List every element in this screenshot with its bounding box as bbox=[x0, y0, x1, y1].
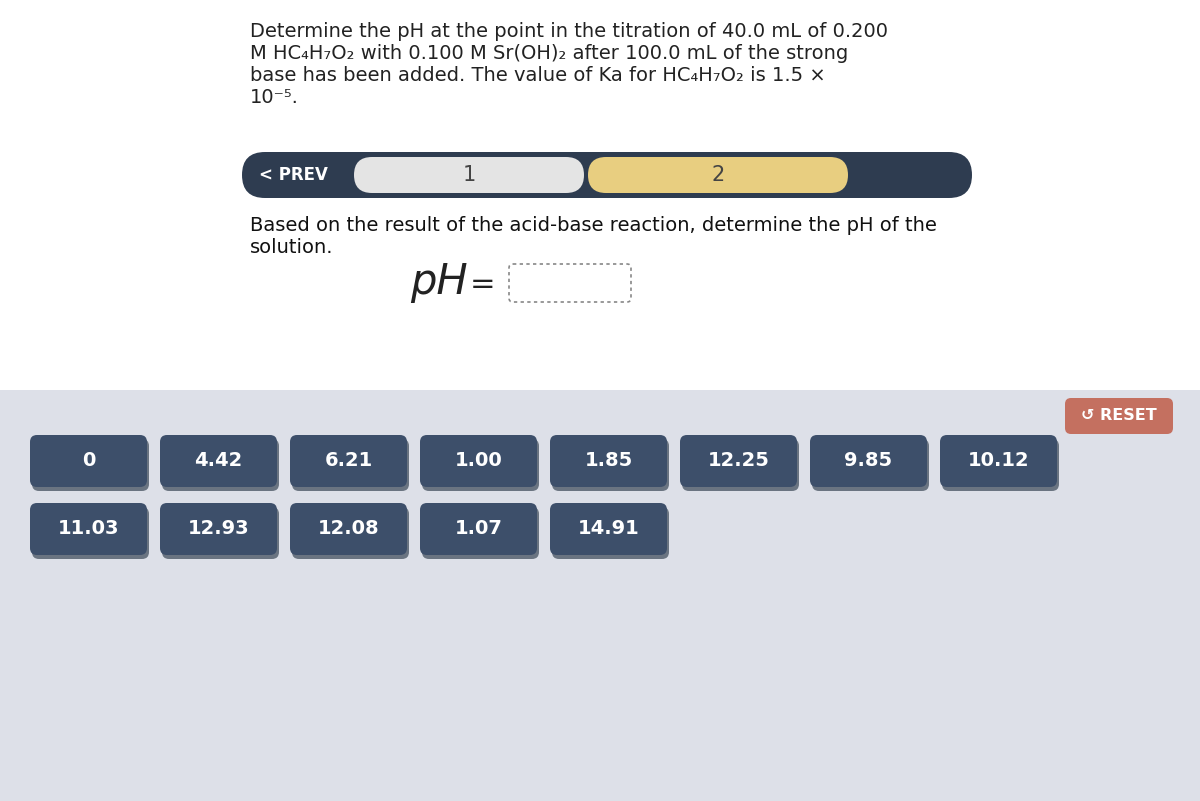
FancyBboxPatch shape bbox=[550, 435, 667, 487]
Text: base has been added. The value of Ka for HC₄H₇O₂ is 1.5 ×: base has been added. The value of Ka for… bbox=[250, 66, 826, 85]
Text: M HC₄H₇O₂ with 0.100 M Sr(OH)₂ after 100.0 mL of the strong: M HC₄H₇O₂ with 0.100 M Sr(OH)₂ after 100… bbox=[250, 44, 848, 63]
FancyBboxPatch shape bbox=[552, 439, 670, 491]
FancyBboxPatch shape bbox=[354, 157, 584, 193]
FancyBboxPatch shape bbox=[160, 435, 277, 487]
Text: 1.00: 1.00 bbox=[455, 452, 503, 470]
FancyBboxPatch shape bbox=[32, 439, 149, 491]
FancyBboxPatch shape bbox=[422, 439, 539, 491]
FancyBboxPatch shape bbox=[292, 507, 409, 559]
FancyBboxPatch shape bbox=[32, 507, 149, 559]
FancyBboxPatch shape bbox=[162, 507, 278, 559]
FancyBboxPatch shape bbox=[30, 435, 148, 487]
Text: ↺ RESET: ↺ RESET bbox=[1081, 409, 1157, 424]
FancyBboxPatch shape bbox=[509, 264, 631, 302]
Text: solution.: solution. bbox=[250, 238, 334, 257]
FancyBboxPatch shape bbox=[242, 152, 972, 198]
FancyBboxPatch shape bbox=[680, 435, 797, 487]
FancyBboxPatch shape bbox=[422, 507, 539, 559]
Text: Determine the pH at the point in the titration of 40.0 mL of 0.200: Determine the pH at the point in the tit… bbox=[250, 22, 888, 41]
FancyBboxPatch shape bbox=[162, 439, 278, 491]
FancyBboxPatch shape bbox=[552, 507, 670, 559]
FancyBboxPatch shape bbox=[30, 503, 148, 555]
FancyBboxPatch shape bbox=[290, 435, 407, 487]
Text: 12.25: 12.25 bbox=[708, 452, 769, 470]
FancyBboxPatch shape bbox=[588, 157, 848, 193]
FancyBboxPatch shape bbox=[1066, 398, 1174, 434]
FancyBboxPatch shape bbox=[290, 503, 407, 555]
Text: 0: 0 bbox=[82, 452, 95, 470]
Text: 12.08: 12.08 bbox=[318, 520, 379, 538]
Text: 4.42: 4.42 bbox=[194, 452, 242, 470]
FancyBboxPatch shape bbox=[810, 435, 928, 487]
Text: =: = bbox=[470, 269, 496, 299]
Bar bbox=[0, 0, 1200, 390]
Text: Based on the result of the acid-base reaction, determine the pH of the: Based on the result of the acid-base rea… bbox=[250, 216, 937, 235]
Text: 10.12: 10.12 bbox=[967, 452, 1030, 470]
FancyBboxPatch shape bbox=[812, 439, 929, 491]
FancyBboxPatch shape bbox=[550, 503, 667, 555]
Text: 14.91: 14.91 bbox=[577, 520, 640, 538]
FancyBboxPatch shape bbox=[942, 439, 1060, 491]
Bar bbox=[0, 390, 1200, 801]
Text: 12.93: 12.93 bbox=[187, 520, 250, 538]
Text: 1.85: 1.85 bbox=[584, 452, 632, 470]
Text: pH: pH bbox=[410, 261, 468, 303]
Text: 6.21: 6.21 bbox=[324, 452, 373, 470]
FancyBboxPatch shape bbox=[682, 439, 799, 491]
Text: 1.07: 1.07 bbox=[455, 520, 503, 538]
Text: 1: 1 bbox=[462, 165, 475, 185]
FancyBboxPatch shape bbox=[940, 435, 1057, 487]
FancyBboxPatch shape bbox=[160, 503, 277, 555]
Text: < PREV: < PREV bbox=[259, 166, 329, 184]
Text: 2: 2 bbox=[712, 165, 725, 185]
FancyBboxPatch shape bbox=[420, 435, 538, 487]
Text: 9.85: 9.85 bbox=[845, 452, 893, 470]
Text: 10⁻⁵.: 10⁻⁵. bbox=[250, 88, 299, 107]
FancyBboxPatch shape bbox=[292, 439, 409, 491]
Text: 11.03: 11.03 bbox=[58, 520, 119, 538]
FancyBboxPatch shape bbox=[420, 503, 538, 555]
